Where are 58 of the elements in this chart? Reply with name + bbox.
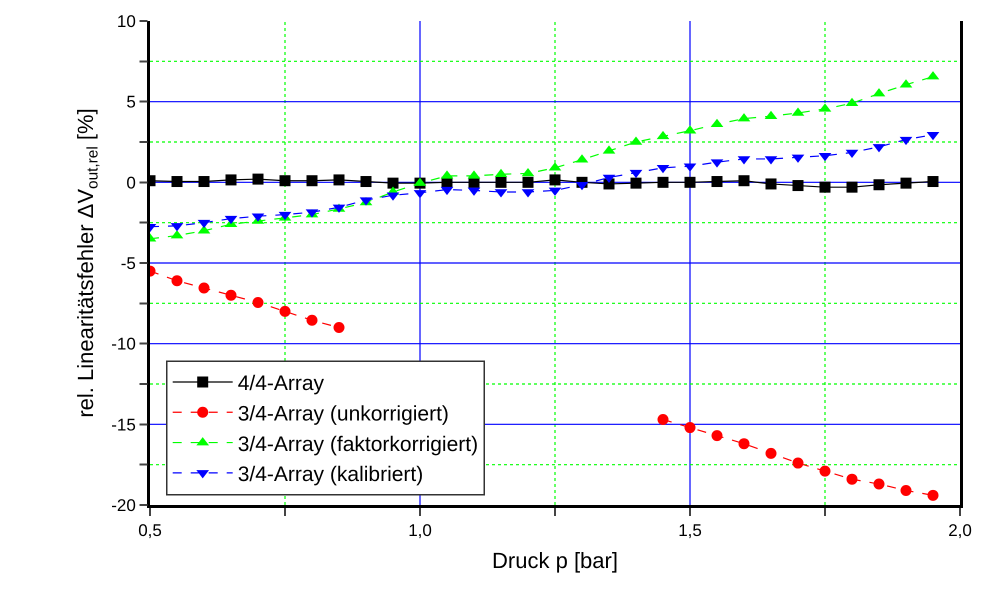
point (928, 490, 938, 501)
point (198, 282, 210, 294)
point (252, 297, 264, 308)
point (846, 182, 858, 193)
y-tick-label: 10 (116, 12, 136, 31)
legend-label: 3/4-Array (faktorkorrigiert) (238, 432, 478, 456)
point (684, 422, 696, 434)
point (550, 174, 560, 186)
point (792, 180, 804, 192)
point (522, 176, 534, 188)
legend-label: 4/4-Array (238, 372, 325, 396)
x-axis-title: Druck p [bar] (492, 548, 618, 574)
point (388, 178, 398, 189)
point (820, 466, 830, 477)
point (900, 178, 912, 189)
point (496, 176, 506, 188)
legend-label: 3/4-Array (kalibriert) (238, 463, 424, 486)
x-tick-label: 1,5 (678, 521, 702, 540)
point (252, 174, 264, 185)
x-tick-label: 1,0 (408, 521, 432, 540)
point (846, 474, 858, 485)
point (280, 175, 290, 186)
point (820, 182, 830, 193)
point (334, 322, 344, 334)
y-tick-label: 5 (126, 92, 136, 112)
y-tick-label: -10 (111, 334, 136, 354)
y-tick-label: -15 (111, 415, 136, 434)
point (198, 176, 210, 188)
y-tick-label: 0 (126, 173, 136, 192)
point (172, 275, 182, 286)
point (738, 175, 750, 186)
x-tick-label: 0,5 (138, 521, 162, 540)
point (874, 478, 884, 490)
point (766, 178, 776, 190)
point (874, 179, 884, 190)
y-tick-label: -5 (120, 254, 136, 273)
x-tick-label: 2,0 (948, 521, 972, 540)
point (658, 176, 668, 188)
point (280, 306, 290, 317)
point (630, 178, 642, 189)
point (738, 438, 750, 450)
point (766, 448, 776, 459)
y-tick-label: -20 (111, 496, 136, 515)
point (360, 176, 372, 188)
point (172, 176, 182, 188)
point (712, 430, 722, 442)
point (712, 176, 722, 188)
point (226, 290, 236, 301)
point (306, 175, 318, 186)
point (928, 176, 938, 188)
point (900, 484, 912, 496)
point (306, 314, 318, 326)
point (658, 414, 668, 425)
point (334, 174, 344, 186)
point (684, 176, 696, 188)
point (226, 174, 236, 186)
legend-label: 3/4-Array (unkorrigiert) (238, 402, 449, 426)
point (792, 458, 804, 469)
